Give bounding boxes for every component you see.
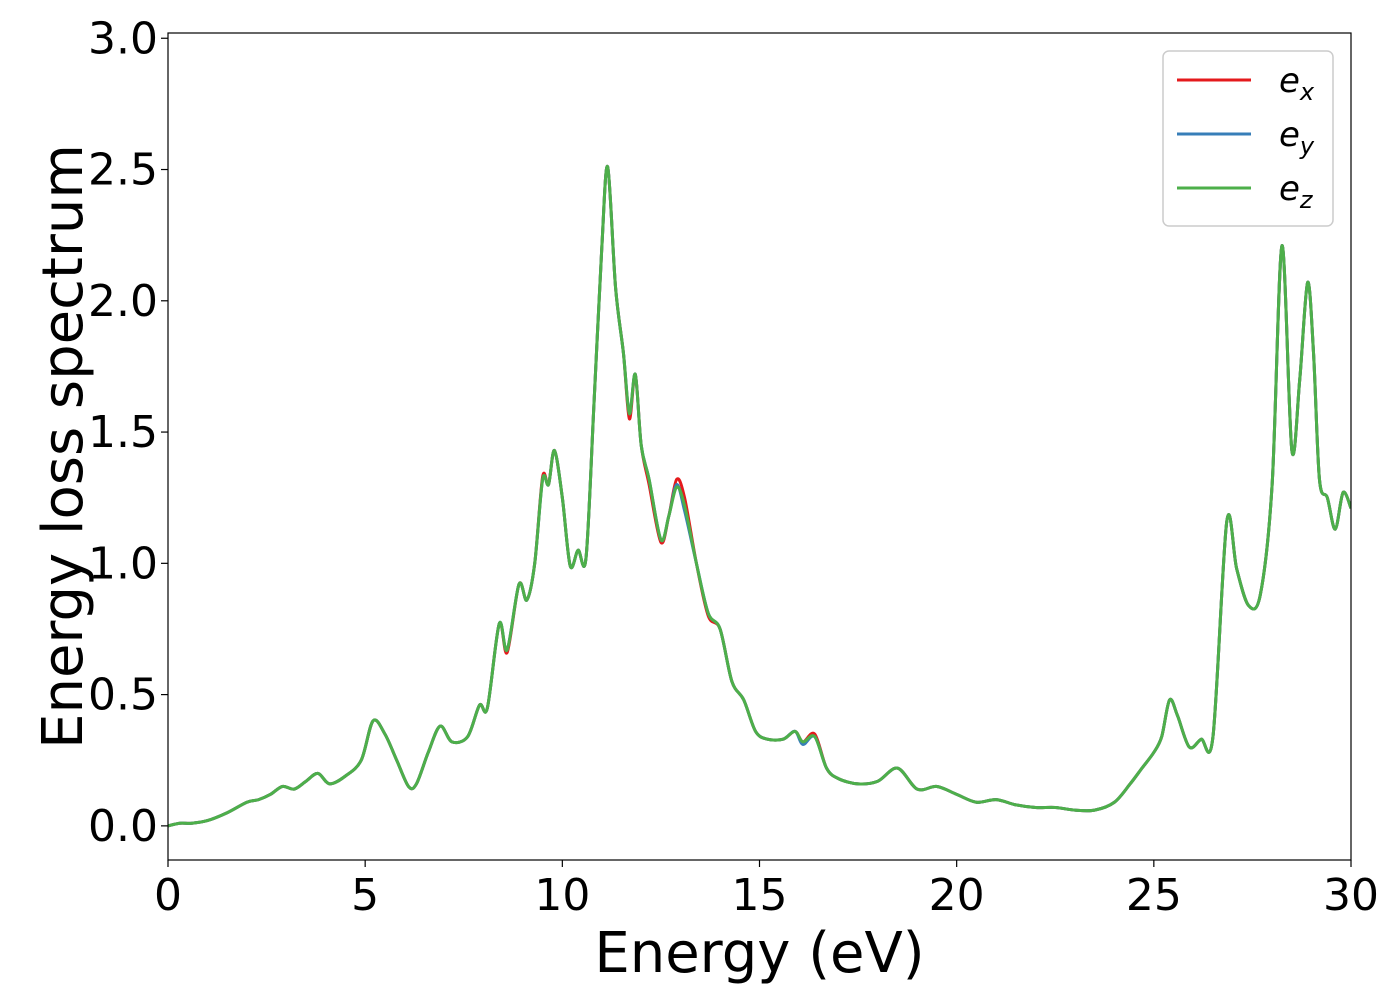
series-line-e-z xyxy=(168,165,1351,828)
x-tick-label: 30 xyxy=(1323,870,1379,921)
x-tick-label: 15 xyxy=(732,870,788,921)
x-tick-label: 0 xyxy=(154,870,182,921)
y-tick-label: 0.0 xyxy=(88,801,158,852)
x-axis: 0 5 10 15 20 25 30 xyxy=(154,860,1379,921)
x-axis-title: Energy (eV) xyxy=(594,921,924,986)
x-tick-label: 25 xyxy=(1126,870,1182,921)
series-layer xyxy=(168,165,1351,828)
legend-label-e-z: ez xyxy=(1279,169,1314,214)
legend-label-e-x: ex xyxy=(1279,61,1315,106)
x-tick-label: 5 xyxy=(351,870,379,921)
y-tick-label: 3.0 xyxy=(88,13,158,64)
y-axis-title: Energy loss spectrum xyxy=(31,144,96,749)
y-axis: 0.0 0.5 1.0 1.5 2.0 2.5 3.0 xyxy=(88,13,168,852)
x-tick-label: 10 xyxy=(534,870,590,921)
y-tick-label: 2.0 xyxy=(88,276,158,327)
y-tick-label: 1.0 xyxy=(88,538,158,589)
legend-box xyxy=(1162,50,1334,227)
legend-label-e-y: ey xyxy=(1279,115,1315,160)
legend: ex ey ez xyxy=(1162,50,1334,227)
x-tick-label: 20 xyxy=(929,870,985,921)
y-tick-label: 2.5 xyxy=(88,145,158,196)
y-tick-label: 0.5 xyxy=(88,670,158,721)
y-tick-label: 1.5 xyxy=(88,407,158,458)
